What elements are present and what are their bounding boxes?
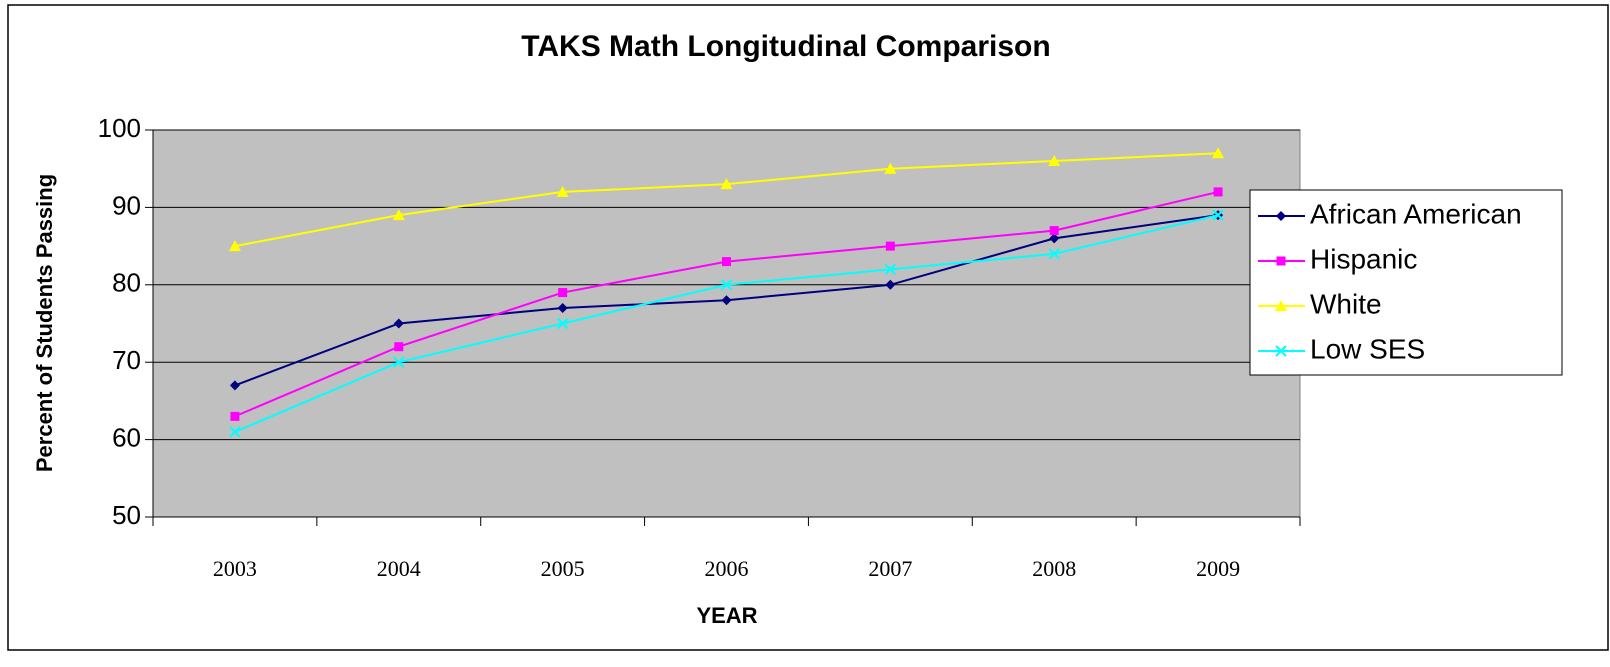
data-point xyxy=(556,185,569,197)
plot-area xyxy=(152,129,1301,518)
y-tick-label: 80 xyxy=(112,268,141,298)
y-tick-label: 90 xyxy=(112,190,141,220)
data-point xyxy=(885,279,896,290)
x-tick-label: 2007 xyxy=(868,556,912,581)
legend-label: Hispanic xyxy=(1310,243,1417,274)
legend-box xyxy=(1249,189,1563,376)
legend-marker xyxy=(1275,300,1287,311)
data-point xyxy=(1212,209,1224,221)
x-tick-label: 2009 xyxy=(1196,556,1240,581)
x-tick-label: 2008 xyxy=(1032,556,1076,581)
data-point xyxy=(720,178,733,190)
y-tick-label: 70 xyxy=(112,345,141,375)
data-point xyxy=(557,303,568,314)
y-tick-label: 60 xyxy=(112,422,141,452)
data-point xyxy=(394,342,404,352)
data-point xyxy=(1212,147,1225,159)
x-tick-label: 2003 xyxy=(213,556,257,581)
data-point xyxy=(1049,233,1060,244)
x-tick-label: 2005 xyxy=(541,556,585,581)
data-point xyxy=(1048,248,1060,260)
y-tick-label: 100 xyxy=(98,113,141,143)
legend-label: Low SES xyxy=(1310,333,1425,364)
x-axis-label: YEAR xyxy=(696,603,757,628)
data-point xyxy=(1048,154,1061,166)
data-point xyxy=(230,411,240,421)
data-point xyxy=(885,241,895,251)
data-point xyxy=(393,318,404,329)
legend-label: African American xyxy=(1310,198,1522,229)
y-tick-label: 50 xyxy=(112,500,141,530)
data-point xyxy=(393,356,405,368)
data-point xyxy=(392,209,405,221)
data-point xyxy=(228,240,241,252)
data-point xyxy=(720,279,733,291)
legend-label: White xyxy=(1310,288,1382,319)
data-point xyxy=(229,426,241,438)
data-point xyxy=(556,317,569,330)
legend-marker xyxy=(1276,256,1286,266)
data-point xyxy=(884,162,897,174)
legend-marker xyxy=(1275,345,1287,357)
x-tick-label: 2006 xyxy=(705,556,749,581)
data-point xyxy=(558,288,568,298)
data-point xyxy=(1049,226,1059,236)
chart-title: TAKS Math Longitudinal Comparison xyxy=(521,30,1050,63)
y-axis-label: Percent of Students Passing xyxy=(32,174,57,472)
x-tick-label: 2004 xyxy=(377,556,421,581)
data-point xyxy=(722,257,731,267)
legend-marker xyxy=(1276,211,1286,221)
data-point xyxy=(229,380,240,391)
data-point xyxy=(721,295,732,306)
data-point xyxy=(1213,187,1223,197)
data-point xyxy=(884,263,897,276)
